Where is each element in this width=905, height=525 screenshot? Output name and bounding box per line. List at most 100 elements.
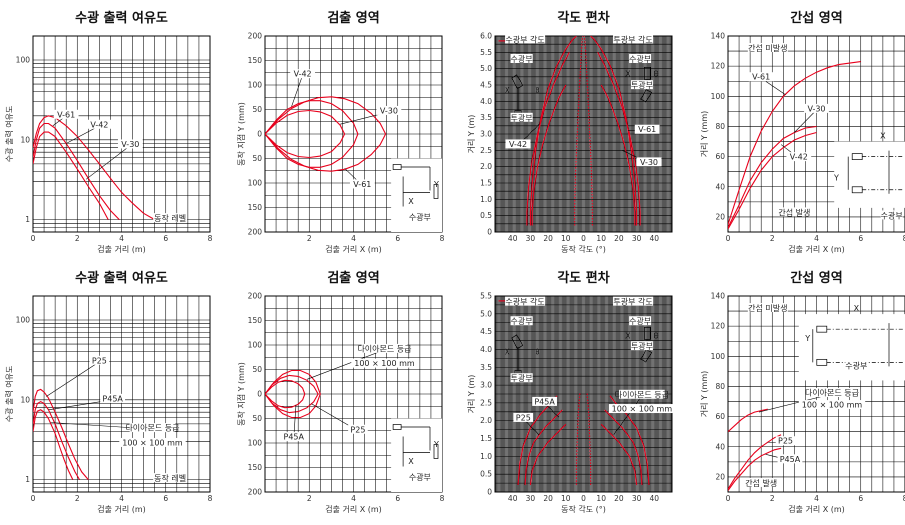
y-tick-label: 50 [252,154,262,163]
series-label: 100 × 100 mm [802,401,863,410]
x-tick-label: 4 [351,494,356,503]
y-tick-label: 5.0 [480,64,492,73]
series-line-4 [529,423,567,485]
y-tick-label: 3.0 [480,381,492,390]
label-leader-line [758,393,833,413]
chart-title: 수광 출력 여유도 [75,10,168,26]
chart-c1: 수광 출력 여유도 0 2 4 6 8 1 10 100 검출 거리 (m) 수광 출력 여유도 V-… [4,10,213,254]
y-tick-label: 0 [257,130,262,139]
x-tick-label: 8 [208,234,213,243]
series-line-2 [728,131,817,230]
y-tick-label: 150 [248,56,263,65]
series-label: 100 × 100 mm [612,405,673,414]
chart-c3: 각도 편차 40 30 20 10 0 10 20 30 40 0 0.5 1.0 1.5 2.0 2.5 3.… [467,10,673,254]
gridlines [495,296,672,492]
x-tick-label: 20 [614,494,624,503]
series-line-1 [728,434,782,490]
chart-annotation: 동작 레벨 [154,473,186,483]
x-tick-label: 6 [163,234,168,243]
x-tick-label: 8 [440,494,445,503]
y-tick-label: 3.5 [480,113,492,122]
y-tick-label: 80 [715,122,725,131]
series-group [728,61,861,230]
chart-annotation: X [880,132,886,141]
y-tick-label: 5.5 [480,48,492,57]
x-tick-label: 20 [543,234,553,243]
y-tick-label: 140 [711,32,726,41]
series-line-2 [728,447,782,491]
label-leader-line [85,145,131,180]
x-tick-label: 20 [543,494,553,503]
chart-annotation: X [625,331,631,340]
plot-frame [727,35,905,233]
y-tick-label: 140 [711,292,726,301]
chart-annotation: X [625,70,631,79]
chart-annotation: θ [535,86,540,95]
y-tick-label: 50 [252,365,262,374]
series-label: 다이아몬드 등급 [615,389,669,399]
x-axis-label: 검출 거리 (m) [97,504,146,514]
series-line-1 [33,122,120,220]
series-line-0 [265,374,319,414]
chart-annotation: θ [535,348,540,357]
x-tick-label: 40 [508,494,518,503]
y-tick-label: 50 [252,414,262,423]
x-tick-label: 20 [614,234,624,243]
x-tick-label: 4 [119,234,124,243]
y-tick-label: 60 [715,412,725,421]
label-leader-line [46,361,100,397]
series-line-2 [265,96,387,172]
chart-annotation: Y [804,334,810,343]
x-tick-label: 10 [561,494,571,503]
x-axis-label: 검출 거리 (m) [97,244,146,254]
series-group [265,96,387,172]
label-leader-line [306,349,385,380]
x-tick-label: 2 [770,234,775,243]
series-label: P45A [284,433,305,442]
series-label: P25 [778,437,793,446]
series-label: 다이아몬드 등급 [125,423,179,433]
y-tick-label: 2.0 [480,416,492,425]
y-tick-label: 150 [248,203,263,212]
x-tick-label: 40 [650,494,660,503]
x-tick-label: 2 [75,234,80,243]
series-line-5 [600,84,636,226]
series-line-2 [33,131,109,220]
series-label: 다이아몬드 등급 [805,388,859,398]
x-tick-label: 0 [581,494,586,503]
plot-frame [494,295,673,493]
y-tick-label: 100 [711,92,726,101]
sensor-schematic [392,424,439,467]
chart-annotation: Y [433,440,439,449]
chart-c8: 간섭 영역 0 2 4 6 8 20 40 60 80 100 120 140 검출 거리 X (m) 거리… [700,270,905,514]
chart-annotation: 수광부 [845,360,867,370]
y-tick-label: 1.0 [480,195,492,204]
interference-schematic [834,141,905,208]
x-tick-label: 4 [351,234,356,243]
y-tick-label: 200 [248,488,263,497]
y-tick-label: 10 [20,395,30,404]
y-tick-label: 20 [715,212,725,221]
chart-annotation: θ [654,331,659,340]
series-line-5 [600,423,638,485]
y-tick-label: 1.5 [480,434,492,443]
x-tick-label: 0 [31,494,36,503]
y-tick-label: 3.0 [480,130,492,139]
chart-annotation: 간섭 발생 [778,207,810,217]
series-group [265,369,321,419]
y-tick-label: 120 [711,322,726,331]
y-tick-label: 2.5 [480,146,492,155]
y-tick-label: 1.0 [480,452,492,461]
series-label: 100 × 100 mm [354,359,415,368]
series-line-6 [574,36,584,226]
series-label: V-61 [353,180,371,189]
chart-title: 각도 편차 [557,10,609,26]
x-tick-label: 30 [526,234,536,243]
y-tick-label: 50 [252,105,262,114]
y-tick-label: 120 [711,62,726,71]
series-line-1 [609,395,650,485]
x-tick-label: 30 [632,494,642,503]
series-group [33,388,89,480]
series-label: V-30 [121,140,139,149]
chart-title: 간섭 영역 [790,10,842,26]
